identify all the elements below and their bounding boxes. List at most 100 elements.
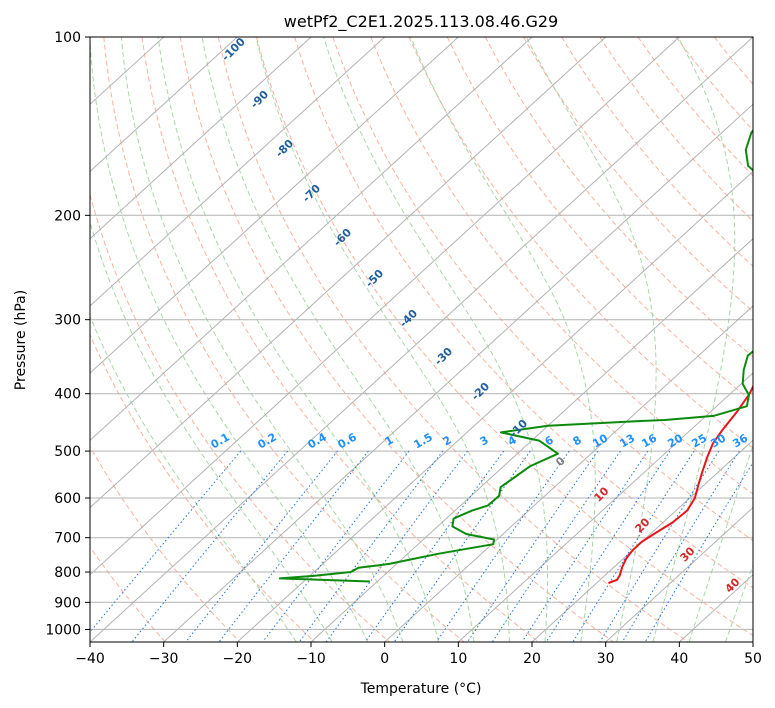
x-tick-label: 10 (449, 651, 467, 667)
y-tick-label: 900 (54, 595, 81, 611)
dry-adiabat (752, 37, 753, 39)
mixing-ratio-label: 20 (665, 431, 685, 450)
x-tick-label: 0 (380, 651, 389, 667)
mixing-ratio-label: 36 (730, 431, 750, 450)
plot-frame (89, 36, 754, 643)
mixing-ratio-line (298, 450, 444, 642)
x-tick-label: 30 (597, 651, 615, 667)
moist-adiabat (90, 37, 369, 642)
mixing-ratio-line (131, 450, 288, 642)
dry-adiabat-label: -20 (469, 380, 492, 403)
dry-adiabat (141, 37, 540, 642)
dry-adiabat (90, 445, 241, 642)
isotherm (457, 372, 753, 642)
isotherm (90, 37, 680, 576)
y-tick-label: 300 (54, 313, 81, 329)
temperature-trace (608, 384, 753, 584)
dry-adiabat (294, 37, 753, 589)
sounding-traces (278, 128, 753, 584)
dry-adiabat (523, 37, 753, 313)
dry-adiabat (90, 192, 390, 642)
dry-adiabat-label: -40 (397, 307, 420, 330)
dry-adiabat (561, 37, 753, 267)
moist-adiabat (688, 443, 753, 642)
mixing-ratio-line (521, 450, 649, 642)
chart-title: wetPf2_C2E1.2025.113.08.46.G29 (284, 12, 558, 32)
isotherm (163, 103, 753, 642)
x-tick-label: 40 (670, 651, 688, 667)
moist-adiabat (323, 37, 548, 642)
dry-adiabat (90, 333, 316, 642)
y-tick-label: 1000 (45, 622, 81, 638)
y-axis-label: Pressure (hPa) (13, 290, 29, 390)
isotherm (384, 305, 753, 642)
mixing-ratio-label: 16 (639, 431, 659, 450)
isotherm (605, 506, 753, 642)
mixing-ratio-line (621, 450, 740, 642)
moist-adiabat (652, 37, 736, 642)
y-tick-label: 800 (54, 565, 81, 581)
moist-adiabat (525, 37, 657, 642)
mixing-ratio-line (644, 461, 753, 642)
isotherm (90, 37, 312, 240)
mixing-ratio-line (491, 450, 621, 642)
dry-adiabat (179, 37, 614, 642)
x-tick-label: −10 (296, 651, 326, 667)
dry-adiabat (446, 37, 753, 403)
dry-adiabat (217, 37, 689, 642)
isotherm (90, 37, 753, 642)
moist-adiabat-label: 0 (553, 454, 568, 469)
mixing-ratio-label: 1 (383, 433, 396, 448)
x-tick-label: −40 (75, 651, 105, 667)
x-tick-label: −30 (149, 651, 179, 667)
mixing-ratio-label: 0.6 (336, 430, 360, 451)
mixing-ratio-line (545, 450, 671, 642)
background-lines (90, 37, 753, 642)
moist-adiabat-label: 10 (592, 484, 612, 504)
moist-adiabat (120, 37, 404, 642)
dry-adiabat (408, 37, 753, 449)
y-tick-label: 700 (54, 531, 81, 547)
moist-adiabat (725, 563, 753, 642)
mixing-ratio-label: 0.4 (306, 430, 330, 451)
mixing-ratio-line (572, 450, 695, 642)
dry-adiabat (256, 37, 753, 637)
moist-adiabat-label: 20 (633, 515, 653, 535)
x-tick-label: −20 (223, 651, 253, 667)
isotherm (90, 37, 533, 442)
dry-adiabat-label: -30 (432, 345, 455, 368)
mixing-ratio-line (218, 450, 369, 642)
mixing-ratio-label: 0.2 (256, 430, 279, 451)
mixing-ratio-line (435, 450, 570, 642)
dry-adiabat-label: -50 (363, 267, 386, 290)
y-tick-label: 600 (54, 491, 81, 507)
x-axis-label: Temperature (°C) (360, 681, 482, 697)
moist-adiabat (157, 37, 439, 642)
x-tick-label: 20 (523, 651, 541, 667)
isotherm (90, 37, 459, 374)
moist-adiabat (90, 220, 333, 642)
mixing-ratio-label: 1.5 (412, 430, 435, 451)
y-tick-label: 400 (54, 387, 81, 403)
mixing-ratio-line (90, 450, 242, 633)
mixing-ratio-line (325, 450, 468, 642)
isotherm (236, 170, 753, 642)
dry-adiabat-label: -60 (331, 226, 354, 249)
isotherm (90, 37, 607, 509)
mixing-ratio-line (185, 450, 338, 642)
dry-adiabat (637, 37, 753, 177)
mixing-ratio-label: 25 (689, 432, 709, 451)
y-tick-label: 200 (54, 208, 81, 224)
dry-adiabat (484, 37, 753, 358)
dry-adiabat-label: -100 (219, 35, 248, 64)
y-tick-label: 100 (54, 30, 81, 46)
mixing-ratio-label: 13 (617, 432, 637, 451)
dry-adiabat-label: -70 (300, 182, 323, 205)
axis-ticks: −40 −30 −20 −10 0 10 20 30 40 5010020030040050060… (45, 30, 762, 667)
moist-adiabat (90, 314, 297, 642)
mixing-ratio-label: 3 (478, 433, 491, 448)
isotherm (90, 37, 238, 173)
dry-adiabat (714, 37, 753, 85)
isotherm (90, 37, 386, 307)
